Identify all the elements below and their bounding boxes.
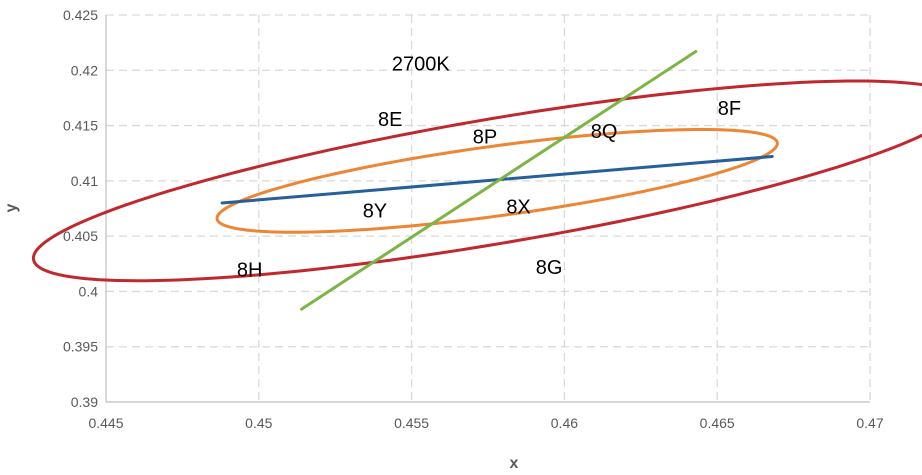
region-label: 2700K — [392, 54, 450, 76]
x-tick-label: 0.45 — [245, 415, 272, 431]
x-tick-label: 0.465 — [700, 415, 735, 431]
x-tick-label: 0.46 — [551, 415, 578, 431]
region-label: 8F — [718, 98, 741, 120]
series-layer — [31, 49, 922, 311]
y-tick-label: 0.425 — [63, 7, 98, 23]
y-tick-label: 0.41 — [71, 173, 98, 189]
x-axis-title: x — [510, 455, 519, 472]
region-label: 8X — [506, 196, 530, 218]
region-label: 8H — [237, 259, 263, 281]
y-tick-label: 0.42 — [71, 62, 98, 78]
x-tick-label: 0.455 — [394, 415, 429, 431]
axis-layer — [105, 15, 870, 403]
y-axis-title: y — [3, 203, 20, 212]
y-tick-label: 0.415 — [63, 118, 98, 134]
y-tick-label: 0.39 — [71, 394, 98, 410]
region-label: 8P — [473, 127, 497, 149]
x-tick-label: 0.445 — [88, 415, 123, 431]
y-tick-label: 0.4 — [79, 283, 99, 299]
annotation-layer: 2700K 8E 8F 8P 8Q 8Y 8X 8H 8G — [237, 54, 741, 282]
tick-label-layer: 0.39 0.395 0.4 0.405 0.41 0.415 0.42 0.425 0.445… — [63, 7, 884, 431]
ellipse-series-0 — [31, 79, 922, 283]
y-tick-label: 0.405 — [63, 228, 98, 244]
region-label: 8Y — [363, 201, 387, 223]
y-tick-label: 0.395 — [63, 339, 98, 355]
grid-layer — [106, 14, 871, 402]
ellipse-series-1 — [215, 127, 779, 234]
line-series-3 — [300, 49, 698, 311]
region-label: 8E — [378, 109, 402, 131]
x-tick-label: 0.47 — [856, 415, 883, 431]
region-label: 8Q — [591, 121, 618, 143]
region-label: 8G — [536, 257, 563, 279]
